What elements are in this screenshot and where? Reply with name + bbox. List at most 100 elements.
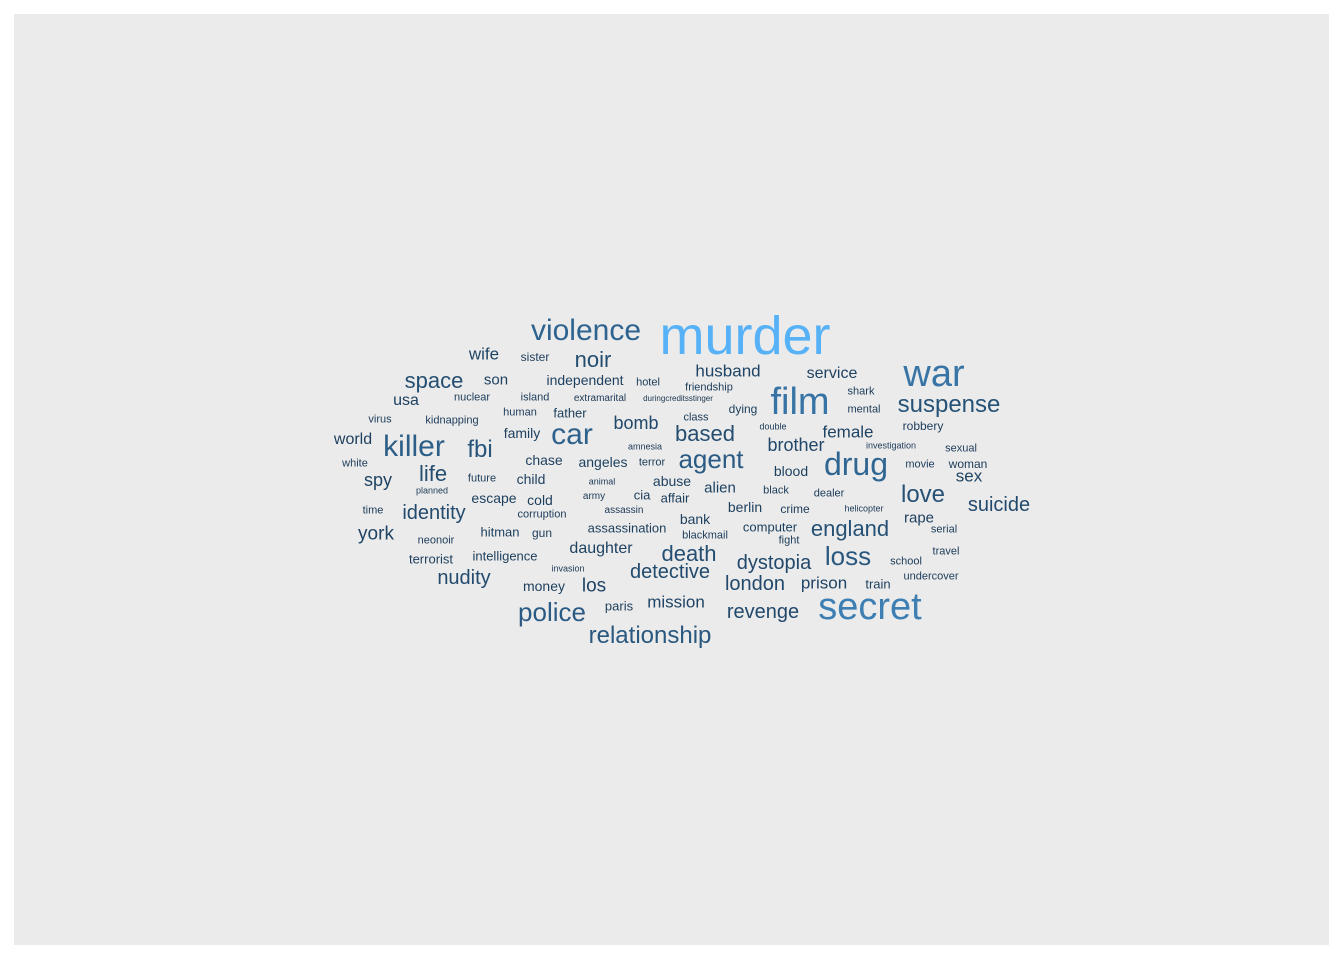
cloud-word-world: world bbox=[333, 431, 373, 448]
cloud-word-los: los bbox=[581, 575, 607, 597]
cloud-word-invasion: invasion bbox=[551, 563, 585, 574]
cloud-word-prison: prison bbox=[800, 573, 848, 593]
cloud-word-wife: wife bbox=[468, 344, 500, 364]
cloud-word-father: father bbox=[553, 405, 587, 421]
cloud-word-planned: planned bbox=[415, 485, 449, 496]
cloud-word-brother: brother bbox=[767, 435, 825, 455]
cloud-word-school: school bbox=[890, 555, 922, 568]
cloud-word-violence: violence bbox=[530, 314, 642, 347]
cloud-word-murder: murder bbox=[659, 306, 831, 366]
cloud-word-kidnapping: kidnapping bbox=[425, 414, 479, 427]
plot-panel bbox=[14, 14, 1329, 945]
cloud-word-island: island bbox=[520, 391, 550, 404]
cloud-word-army: army bbox=[582, 491, 606, 502]
cloud-word-terrorist: terrorist bbox=[408, 551, 454, 567]
cloud-word-double: double bbox=[759, 421, 787, 432]
cloud-word-helicopter: helicopter bbox=[844, 503, 884, 514]
cloud-word-killer: killer bbox=[383, 430, 445, 463]
cloud-word-cia: cia bbox=[633, 487, 651, 503]
cloud-word-mission: mission bbox=[647, 592, 705, 612]
cloud-word-york: york bbox=[358, 523, 394, 545]
cloud-word-gun: gun bbox=[531, 526, 553, 540]
cloud-word-agent: agent bbox=[678, 444, 744, 474]
cloud-word-bomb: bomb bbox=[613, 413, 659, 433]
cloud-word-friendship: friendship bbox=[685, 381, 733, 394]
cloud-word-detective: detective bbox=[629, 561, 711, 583]
cloud-word-black: black bbox=[763, 484, 789, 497]
cloud-word-fbi: fbi bbox=[467, 436, 493, 463]
cloud-word-dealer: dealer bbox=[813, 487, 845, 500]
cloud-word-berlin: berlin bbox=[727, 499, 763, 515]
cloud-word-extramarital: extramarital bbox=[573, 393, 627, 404]
cloud-word-animal: animal bbox=[588, 476, 616, 487]
cloud-word-future: future bbox=[467, 472, 497, 485]
cloud-word-undercover: undercover bbox=[903, 570, 959, 583]
cloud-word-abuse: abuse bbox=[652, 473, 692, 489]
cloud-word-assassination: assassination bbox=[587, 520, 667, 536]
cloud-word-blood: blood bbox=[773, 463, 809, 479]
cloud-word-death: death bbox=[661, 541, 717, 566]
cloud-word-identity: identity bbox=[402, 502, 466, 524]
cloud-word-robbery: robbery bbox=[902, 419, 944, 433]
cloud-word-usa: usa bbox=[393, 392, 419, 409]
cloud-word-blackmail: blackmail bbox=[682, 529, 728, 542]
cloud-word-space: space bbox=[404, 368, 464, 393]
cloud-word-neonoir: neonoir bbox=[417, 534, 455, 547]
cloud-word-dystopia: dystopia bbox=[736, 552, 812, 574]
cloud-word-son: son bbox=[483, 371, 509, 389]
cloud-word-loss: loss bbox=[824, 541, 872, 571]
cloud-word-sex: sex bbox=[955, 466, 983, 486]
cloud-word-service: service bbox=[806, 365, 858, 382]
cloud-word-corruption: corruption bbox=[517, 508, 567, 521]
cloud-word-shark: shark bbox=[847, 385, 875, 398]
cloud-word-money: money bbox=[522, 578, 566, 594]
cloud-word-film: film bbox=[770, 381, 830, 423]
cloud-word-suicide: suicide bbox=[967, 494, 1031, 516]
cloud-word-crime: crime bbox=[780, 502, 810, 516]
cloud-word-female: female bbox=[822, 422, 874, 442]
cloud-word-affair: affair bbox=[660, 490, 690, 506]
cloud-word-noir: noir bbox=[574, 347, 612, 372]
cloud-word-mental: mental bbox=[847, 403, 881, 416]
cloud-word-chase: chase bbox=[525, 452, 563, 468]
cloud-word-sister: sister bbox=[520, 350, 550, 364]
cloud-word-drug: drug bbox=[823, 446, 889, 482]
cloud-word-dying: dying bbox=[728, 402, 758, 416]
cloud-word-nudity: nudity bbox=[437, 567, 491, 589]
cloud-word-independent: independent bbox=[546, 372, 624, 388]
cloud-word-relationship: relationship bbox=[588, 622, 712, 649]
cloud-word-sexual: sexual bbox=[945, 442, 977, 455]
cloud-word-investigation: investigation bbox=[865, 440, 917, 451]
cloud-word-car: car bbox=[551, 418, 593, 451]
cloud-word-hotel: hotel bbox=[636, 376, 660, 389]
cloud-word-bank: bank bbox=[679, 511, 711, 527]
cloud-word-husband: husband bbox=[695, 361, 761, 381]
cloud-word-amnesia: amnesia bbox=[627, 441, 663, 452]
cloud-word-angeles: angeles bbox=[578, 454, 628, 470]
cloud-word-terror: terror bbox=[638, 456, 666, 469]
cloud-word-computer: computer bbox=[742, 519, 798, 535]
cloud-word-revenge: revenge bbox=[726, 601, 800, 623]
cloud-word-assassin: assassin bbox=[604, 505, 644, 516]
cloud-word-england: england bbox=[810, 516, 890, 541]
cloud-word-intelligence: intelligence bbox=[472, 548, 538, 564]
cloud-word-nuclear: nuclear bbox=[453, 391, 491, 404]
cloud-word-hitman: hitman bbox=[480, 524, 520, 540]
cloud-word-police: police bbox=[518, 597, 586, 627]
cloud-word-life: life bbox=[418, 461, 448, 486]
cloud-word-alien: alien bbox=[704, 479, 736, 497]
cloud-word-movie: movie bbox=[905, 458, 935, 471]
cloud-word-paris: paris bbox=[604, 598, 634, 614]
cloud-word-human: human bbox=[503, 406, 537, 419]
cloud-word-virus: virus bbox=[368, 413, 392, 426]
cloud-word-family: family bbox=[503, 425, 541, 441]
cloud-word-serial: serial bbox=[930, 523, 958, 536]
cloud-word-escape: escape bbox=[471, 490, 517, 506]
cloud-word-child: child bbox=[516, 471, 546, 487]
cloud-word-train: train bbox=[865, 576, 891, 592]
cloud-word-london: london bbox=[724, 573, 786, 595]
cloud-word-secret: secret bbox=[818, 586, 922, 628]
cloud-word-based: based bbox=[675, 421, 735, 446]
cloud-word-cold: cold bbox=[527, 492, 553, 508]
cloud-word-daughter: daughter bbox=[569, 540, 633, 557]
